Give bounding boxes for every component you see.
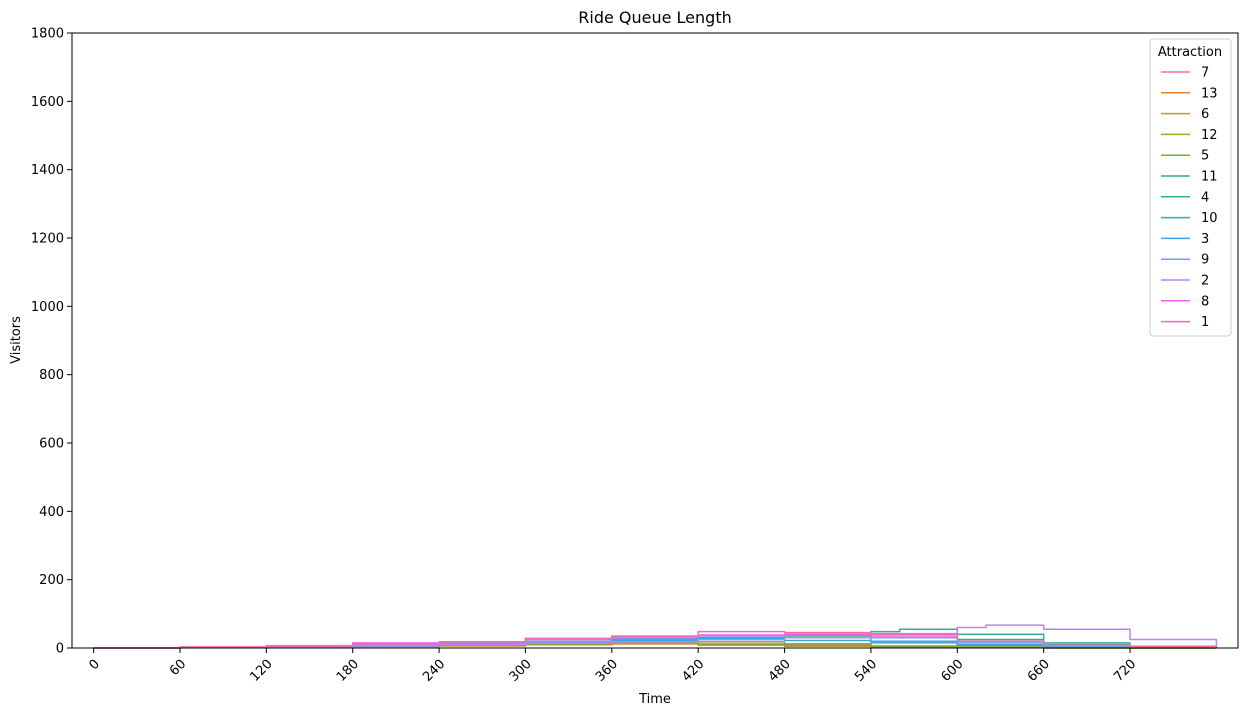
legend-items: 7 13 6 12 5 11 4 10 3 9 2 8 1 bbox=[1161, 66, 1218, 330]
chart-title: Ride Queue Length bbox=[578, 8, 731, 27]
plot-series bbox=[93, 624, 1218, 649]
y-tick-label: 1000 bbox=[31, 300, 64, 315]
legend-title: Attraction bbox=[1158, 45, 1222, 60]
series-line-2 bbox=[93, 624, 1218, 649]
plot-frame bbox=[71, 32, 1239, 649]
legend-label-11: 11 bbox=[1201, 170, 1218, 185]
legend-label-6: 6 bbox=[1201, 107, 1209, 122]
legend-box bbox=[1149, 38, 1232, 337]
y-tick-label: 800 bbox=[39, 368, 64, 383]
x-axis-label: Time bbox=[638, 692, 671, 707]
legend-label-7: 7 bbox=[1201, 66, 1209, 81]
y-tick-label: 400 bbox=[39, 505, 64, 520]
y-tick-label: 600 bbox=[39, 437, 64, 452]
legend-label-2: 2 bbox=[1201, 274, 1209, 289]
y-tick-label: 0 bbox=[56, 642, 64, 657]
legend-label-13: 13 bbox=[1201, 86, 1218, 101]
series-line-1 bbox=[93, 630, 1218, 649]
legend-label-10: 10 bbox=[1201, 211, 1218, 226]
y-tick-label: 1400 bbox=[31, 163, 64, 178]
y-tick-label: 1800 bbox=[31, 27, 64, 42]
legend: Attraction 7 13 6 12 5 11 4 10 3 9 2 8 1 bbox=[1149, 38, 1232, 337]
legend-label-5: 5 bbox=[1201, 149, 1209, 164]
legend-label-12: 12 bbox=[1201, 128, 1218, 143]
y-tick-label: 1200 bbox=[31, 232, 64, 247]
legend-label-9: 9 bbox=[1201, 253, 1209, 268]
legend-label-4: 4 bbox=[1201, 190, 1209, 205]
y-tick-label: 1600 bbox=[31, 95, 64, 110]
legend-label-3: 3 bbox=[1201, 232, 1209, 247]
y-axis-label: Visitors bbox=[9, 316, 24, 364]
legend-label-1: 1 bbox=[1201, 315, 1209, 330]
legend-label-8: 8 bbox=[1201, 294, 1209, 309]
y-tick-label: 200 bbox=[39, 573, 64, 588]
y-axis: 0 200 400 600 800 1000 1200 1400 1600 1800 bbox=[31, 27, 72, 657]
